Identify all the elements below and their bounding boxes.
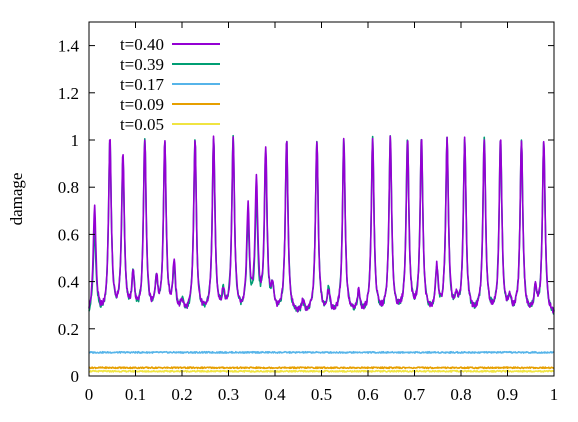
- x-tick-label: 0: [85, 385, 94, 404]
- legend-label: t=0.17: [120, 75, 165, 94]
- plot-series: [88, 134, 555, 373]
- y-tick-label: 1.4: [58, 37, 80, 56]
- series-line-t-0-40: [88, 135, 555, 314]
- x-tick-label: 0.1: [125, 385, 146, 404]
- x-tick-label: 0.6: [357, 385, 378, 404]
- legend: t=0.40t=0.39t=0.17t=0.09t=0.05: [120, 35, 220, 134]
- x-tick-label: 0.5: [311, 385, 332, 404]
- y-tick-label: 1: [71, 131, 80, 150]
- x-tick-label: 0.4: [264, 385, 286, 404]
- legend-label: t=0.40: [120, 35, 164, 54]
- legend-label: t=0.39: [120, 55, 164, 74]
- y-axis-ticks: 0 0.2 0.4 0.6 0.8 1 1.2 1.4: [58, 37, 554, 386]
- series-line-t-0-09: [88, 366, 555, 370]
- x-tick-label: 0.9: [497, 385, 518, 404]
- y-tick-label: 0: [71, 367, 80, 386]
- y-tick-label: 0.6: [58, 225, 79, 244]
- x-tick-label: 0.2: [171, 385, 192, 404]
- x-axis-ticks: 0 0.1 0.2 0.3 0.4 0.5 0.6 0.7 0.8 0.9 1: [85, 22, 559, 404]
- x-tick-label: 0.8: [450, 385, 471, 404]
- y-tick-label: 0.2: [58, 320, 79, 339]
- legend-label: t=0.09: [120, 95, 164, 114]
- y-tick-label: 0.4: [58, 273, 80, 292]
- x-tick-label: 0.7: [404, 385, 426, 404]
- series-line-t-0-17: [88, 350, 555, 354]
- x-tick-label: 1: [550, 385, 559, 404]
- y-tick-label: 1.2: [58, 84, 79, 103]
- x-tick-label: 0.3: [218, 385, 239, 404]
- legend-label: t=0.05: [120, 115, 164, 134]
- y-tick-label: 0.8: [58, 178, 79, 197]
- y-axis-label: damage: [7, 173, 26, 226]
